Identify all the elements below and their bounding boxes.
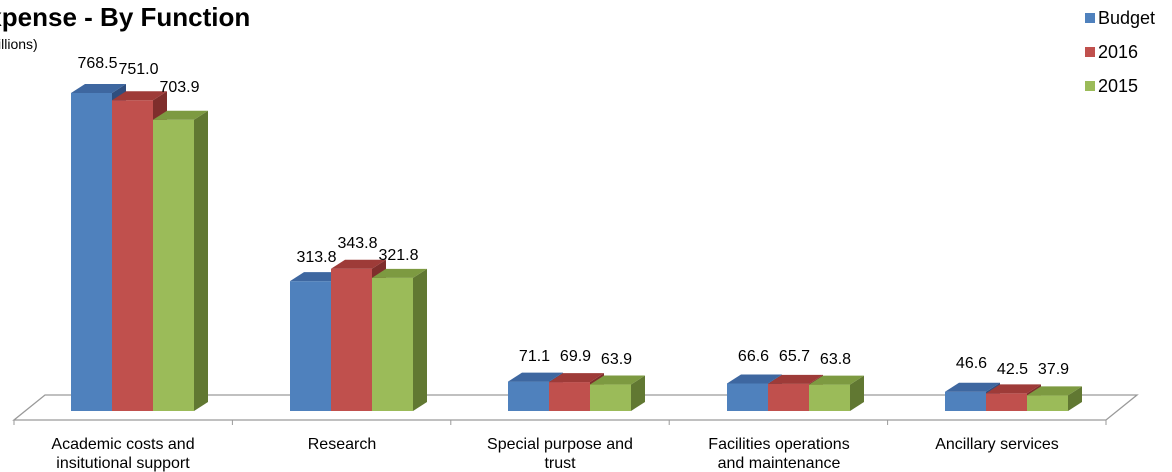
category-label: Academic costs and xyxy=(51,436,194,453)
data-label: 69.9 xyxy=(560,348,591,365)
legend-item-budget: Budget xyxy=(1085,8,1155,28)
chart-title: Expense - By Function xyxy=(0,2,251,32)
data-label: 46.6 xyxy=(956,355,987,372)
category-label: Facilities operations xyxy=(708,436,849,453)
data-label: 703.9 xyxy=(159,79,199,96)
data-label: 321.8 xyxy=(378,247,418,264)
bar-budget xyxy=(71,93,112,411)
bar-side-2015 xyxy=(413,268,427,411)
chart-subtitle: ($ millions) xyxy=(0,36,38,52)
category-label: trust xyxy=(544,455,576,472)
bar-side-2015 xyxy=(850,375,864,411)
legend-label: 2015 xyxy=(1098,75,1139,96)
bar-budget xyxy=(727,383,768,411)
bar-budget xyxy=(290,281,331,411)
bar-2015 xyxy=(153,119,194,412)
data-label: 313.8 xyxy=(296,249,336,266)
bar-top-2016 xyxy=(112,91,167,101)
bar-side-2015 xyxy=(194,110,208,412)
bar-2016 xyxy=(986,393,1027,411)
bar-top-2015 xyxy=(1027,386,1082,396)
legend-item-2016: 2016 xyxy=(1085,42,1155,62)
bar-top-2015 xyxy=(590,375,645,385)
bar-top-2015 xyxy=(809,375,864,385)
bar-2016 xyxy=(768,383,809,411)
bar-budget xyxy=(508,381,549,411)
bar-2016 xyxy=(331,268,372,411)
bar-side-2015 xyxy=(1068,386,1082,411)
bar-top-budget xyxy=(727,374,782,384)
bar-2015 xyxy=(809,384,850,411)
bar-2016 xyxy=(549,382,590,411)
bar-side-2015 xyxy=(631,375,645,411)
data-label: 63.9 xyxy=(601,351,632,368)
bar-top-2016 xyxy=(549,373,604,383)
legend-label: Budget xyxy=(1098,7,1156,28)
bar-2015 xyxy=(590,384,631,411)
data-label: 65.7 xyxy=(779,348,810,365)
legend-label: 2016 xyxy=(1098,41,1139,62)
data-label: 63.8 xyxy=(820,351,851,368)
category-label: Special purpose and xyxy=(487,436,633,453)
category-label: Research xyxy=(308,436,376,453)
category-label: and maintenance xyxy=(718,455,841,472)
bar-top-budget xyxy=(508,372,563,382)
bar-top-2016 xyxy=(768,374,823,384)
bar-top-2015 xyxy=(372,268,427,278)
bar-budget xyxy=(945,391,986,411)
data-label: 71.1 xyxy=(519,348,550,365)
data-label: 66.6 xyxy=(738,348,769,365)
legend-swatch xyxy=(1085,47,1095,57)
category-label: Ancillary services xyxy=(935,436,1059,453)
data-label: 343.8 xyxy=(337,235,377,252)
bar-2016 xyxy=(112,100,153,411)
bar-top-2016 xyxy=(331,259,386,269)
data-label: 768.5 xyxy=(77,55,117,72)
bar-top-budget xyxy=(945,382,1000,392)
legend-item-2015: 2015 xyxy=(1085,76,1155,96)
bar-top-2015 xyxy=(153,110,208,120)
bar-2015 xyxy=(372,277,413,411)
bar-top-2016 xyxy=(986,384,1041,394)
data-label: 751.0 xyxy=(118,61,158,78)
bar-2015 xyxy=(1027,395,1068,411)
bar-top-budget xyxy=(71,84,126,93)
legend-swatch xyxy=(1085,81,1095,91)
legend-swatch xyxy=(1085,13,1095,23)
chart-legend: Budget 2016 2015 xyxy=(1085,8,1155,110)
data-label: 37.9 xyxy=(1038,361,1069,378)
category-label: insitutional support xyxy=(56,455,190,472)
data-label: 42.5 xyxy=(997,361,1028,378)
